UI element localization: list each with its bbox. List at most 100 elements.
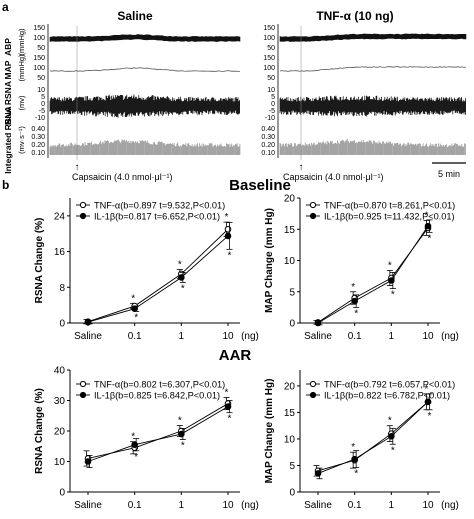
section-title-aar: AAR <box>219 347 252 364</box>
chart-1-series-1-point-3 <box>424 222 432 230</box>
chart-1-series-0-legend-marker <box>309 201 317 209</box>
chart-2-series-0-line <box>87 403 229 459</box>
row-unit-map: (mmHg) <box>17 54 26 82</box>
abp-tick-r-2: 50 <box>267 45 275 52</box>
chart-0-series-0-sig-star-2: * <box>178 259 182 270</box>
chart-1-series-1-point-0 <box>314 319 322 327</box>
scale-bar-label: 5 min <box>438 169 460 179</box>
int-tick-l-2: 0.20 <box>31 142 45 149</box>
row-label-raw-rsna-text: Raw RSNA <box>3 81 13 125</box>
raw-tick-l-2: 0 <box>41 101 45 108</box>
chart-1-series-0-legend-label: TNF-α(b=0.870 t=8.261,P<0.01) <box>324 201 455 211</box>
chart-2-ytick-label-1: 10 <box>54 457 66 468</box>
chart-0-xtick-label-1: 0.1 <box>128 331 142 342</box>
chart-0-xtick-label-0: Saline <box>74 331 102 342</box>
chart-1-series-1-sig-star-3: * <box>428 233 432 244</box>
chart-1-series-0-sig-star-2: * <box>388 261 392 272</box>
capsaicin-label-right: Capsaicin (4.0 nmol·μl⁻¹) <box>283 172 383 182</box>
chart-baseline-map: 0 5 10 15 20 MAP Change (mm Hg) Saline 0.1 1 10 (n… <box>264 194 459 343</box>
chart-3-series-1-legend-label: IL-1β(b=0.822 t=6.782,P<0.01) <box>324 391 450 401</box>
section-title-baseline: Baseline <box>229 177 291 194</box>
chart-0-series-1-point-2 <box>178 274 185 281</box>
chart-2-xtick-label-0: Saline <box>74 500 102 511</box>
chart-1-xtick-label-3: 10 <box>422 331 434 342</box>
chart-0-series-1-point-0 <box>84 318 92 326</box>
raw-tick-r-2: 0 <box>271 101 275 108</box>
raw-rsna-trace-right <box>279 95 466 117</box>
chart-3-series-1-point-2 <box>388 433 395 440</box>
chart-0-series-0-point-3 <box>224 225 232 233</box>
row-unit-int: (mv·s⁻¹) <box>17 126 26 154</box>
chart-2-series-1-legend-label: IL-1β(b=0.825 t=6.842,P<0.01) <box>94 391 220 401</box>
chart-3-ytick-label-3: 15 <box>284 408 296 419</box>
int-tick-r-2: 0.20 <box>261 142 275 149</box>
raw-tick-l-1: 5 <box>41 94 45 101</box>
chart-1-xtick-label-1: 0.1 <box>348 331 362 342</box>
chart-2-series-0-sig-star-1: * <box>131 432 135 443</box>
map-trace-left <box>49 67 241 72</box>
chart-2-series-1-legend-marker <box>79 391 87 399</box>
map-trace-right <box>279 66 467 72</box>
raw-tick-l-0: 10 <box>37 87 45 94</box>
chart-0-y-axis-label: RSNA Change (%) <box>34 218 45 304</box>
int-tick-r-1: 0.30 <box>261 134 275 141</box>
chart-baseline-rsna: 0 8 16 24 RSNA Change (%) Saline 0.1 1 10 (ng) * * *… <box>34 198 259 342</box>
chart-3-series-0-line <box>317 401 429 472</box>
chart-1-ytick-label-3: 15 <box>284 225 296 236</box>
abp-tick-r-0: 150 <box>263 25 275 32</box>
row-unit-raw: (mv) <box>17 95 26 110</box>
raw-tick-r-3: -5 <box>269 108 275 115</box>
chart-1-series-1-point-1 <box>351 297 358 305</box>
chart-3-series-0-sig-star-1: * <box>351 442 355 453</box>
chart-aar-rsna: 0 10 20 30 40 RSNA Change (%) Saline 0.1 1 10 (ng)… <box>34 366 259 512</box>
chart-0-series-1-legend-label: IL-1β(b=0.817 t=6.652,P<0.01) <box>94 212 220 222</box>
row-unit-abp: (mmHg) <box>17 28 26 56</box>
capsaicin-arrow-left: ↑ <box>75 162 80 173</box>
raw-tick-r-0: 10 <box>267 87 275 94</box>
capsaicin-arrow-right: ↑ <box>299 162 304 173</box>
trace-title-saline: Saline <box>117 9 153 23</box>
chart-0-ytick-label-3: 24 <box>54 211 66 222</box>
chart-3-x-unit-label: (ng) <box>441 500 459 511</box>
chart-0-ytick-label-1: 8 <box>59 283 65 294</box>
int-rsna-trace-right <box>279 139 466 155</box>
chart-3-xtick-label-2: 1 <box>389 500 395 511</box>
chart-1-series-0-sig-star-3: * <box>425 211 429 222</box>
map-tick-r-0: 150 <box>263 55 275 62</box>
chart-0-series-0-line <box>87 228 229 323</box>
chart-1-xtick-label-0: Saline <box>304 331 332 342</box>
raw-rsna-trace-left <box>49 94 240 118</box>
chart-1-series-1-sig-star-2: * <box>391 290 395 301</box>
chart-2-series-1-point-1 <box>131 441 138 449</box>
chart-0-series-1-point-3 <box>224 232 232 240</box>
abp-tick-l-1: 100 <box>33 35 45 42</box>
int-tick-l-1: 0.30 <box>31 134 45 141</box>
chart-2-x-unit-label: (ng) <box>241 500 259 511</box>
chart-1-series-0-sig-star-1: * <box>351 282 355 293</box>
chart-aar-map: 0 5 10 15 20 MAP Change (mm Hg) Saline 0.1 1 10 (n… <box>264 370 459 511</box>
panel-label-b: b <box>2 178 9 192</box>
chart-3-xtick-label-0: Saline <box>304 500 332 511</box>
chart-2-series-0-sig-star-3: * <box>225 387 229 398</box>
chart-0-series-1-point-1 <box>131 305 138 313</box>
int-rsna-trace-left <box>49 139 241 155</box>
row-label-raw-rsna: Raw RSNA <box>3 81 13 125</box>
chart-2-series-0-sig-star-2: * <box>178 416 182 427</box>
chart-0-series-0-sig-star-3: * <box>225 212 229 223</box>
panel-label-a: a <box>2 0 9 14</box>
trace-title-tnf: TNF-α (10 ng) <box>316 9 393 23</box>
row-label-abp: ABP <box>3 38 13 56</box>
chart-0-ytick-label-2: 16 <box>54 247 66 258</box>
raw-tick-r-4: -10 <box>265 115 275 122</box>
chart-1-series-1-sig-star-1: * <box>354 308 358 319</box>
chart-2-series-1-sig-star-3: * <box>228 414 232 425</box>
chart-2-series-1-point-3 <box>224 403 232 410</box>
chart-1-series-1-line <box>317 225 429 324</box>
capsaicin-label-left: Capsaicin (4.0 nmol·μl⁻¹) <box>72 172 172 182</box>
map-tick-r-1: 100 <box>263 65 275 72</box>
chart-1-ytick-label-2: 10 <box>284 256 296 267</box>
chart-2-xtick-label-2: 1 <box>179 500 185 511</box>
chart-0-series-0-legend-marker <box>79 201 87 209</box>
chart-3-series-1-point-0 <box>314 470 322 477</box>
